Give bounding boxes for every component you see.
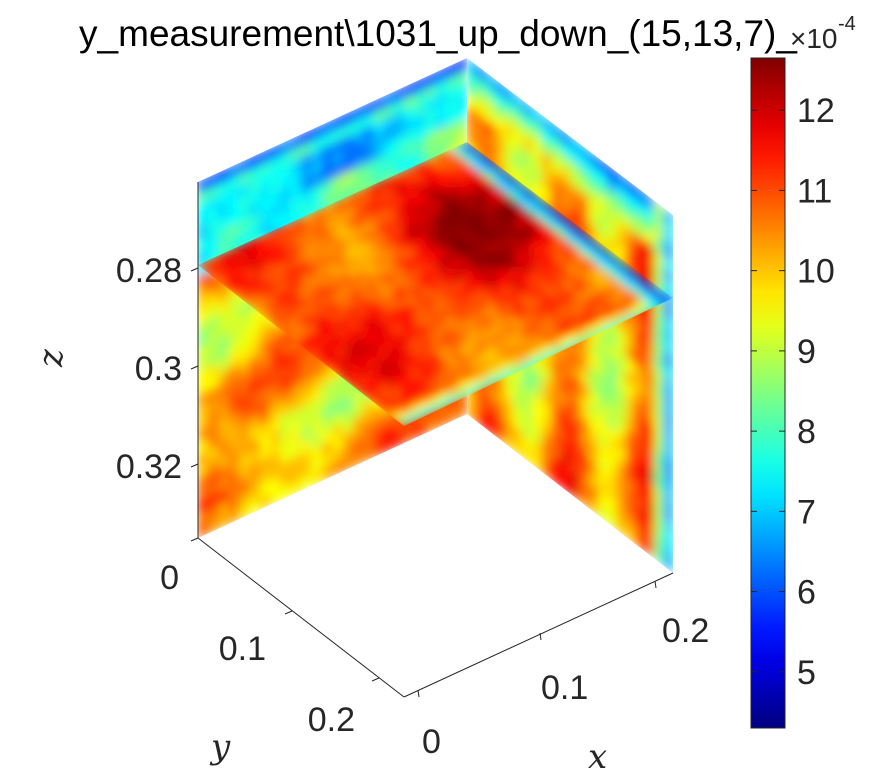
slice-cell — [663, 278, 673, 300]
slice-cell — [456, 92, 467, 111]
slice-cell — [663, 337, 673, 359]
y-tick-label: 0.1 — [219, 630, 266, 668]
z-tick-label: 0.32 — [116, 448, 182, 486]
z-axis-label: z — [31, 348, 71, 368]
slice-cell — [663, 552, 673, 573]
slice-cell — [663, 361, 673, 383]
slice-cell — [663, 456, 673, 478]
colorbar-tick-label: 9 — [797, 333, 816, 371]
slice-cell — [663, 242, 673, 264]
slice-cell — [663, 207, 673, 228]
slice-cell — [663, 314, 673, 335]
slice-cell — [663, 397, 673, 419]
slice-cell — [456, 104, 467, 123]
slice-cell — [663, 230, 673, 252]
colorbar-tick-label: 5 — [797, 654, 816, 692]
slice-cell — [663, 349, 673, 371]
z-tick-label: 0.28 — [116, 252, 182, 290]
colorbar: 5 6 7 8 9 10 11 12 ×10 -4 — [750, 13, 856, 729]
y-tick-label: 0 — [160, 559, 179, 597]
colorbar-multiplier: ×10 — [790, 23, 838, 54]
x-axis-line — [403, 572, 674, 698]
colorbar-tick-label: 10 — [797, 253, 835, 291]
slice-cell — [456, 81, 467, 100]
slice-cell — [663, 302, 673, 323]
slice-cell — [663, 445, 673, 466]
z-slice-face — [198, 142, 673, 426]
axis-tick-mark — [190, 365, 199, 370]
colorbar-exponent: -4 — [838, 13, 856, 35]
colorbar-tick-label: 12 — [797, 92, 835, 130]
slice-cell — [663, 421, 673, 442]
y-axis-label: y — [209, 727, 231, 767]
y-tick-label: 0.2 — [308, 701, 355, 739]
axis-tick-mark — [654, 580, 657, 589]
x-tick-label: 0 — [422, 723, 441, 761]
colorbar-tick-label: 11 — [797, 172, 832, 210]
slice-cell — [663, 433, 673, 454]
axis-tick-mark — [539, 632, 542, 641]
axis-tick-mark — [190, 537, 199, 542]
axis-tick-mark — [190, 267, 199, 272]
slice-cell — [663, 492, 673, 514]
z-tick-label: 0.3 — [135, 350, 182, 388]
slice-cell — [663, 385, 673, 407]
axis-tick-mark — [371, 677, 380, 682]
slice-cell — [663, 266, 673, 288]
slice-cell — [456, 128, 467, 147]
colorbar-tick-label: 7 — [797, 493, 816, 531]
slice-cell — [663, 504, 673, 526]
slice-cell — [663, 373, 673, 395]
slice-cell — [663, 468, 673, 490]
colorbar-strip — [750, 57, 786, 729]
tick-marks — [190, 267, 657, 698]
slice-cell — [663, 480, 673, 502]
slice-cell — [663, 326, 673, 347]
x-tick-label: 0.1 — [541, 669, 588, 707]
y-axis-line — [197, 537, 405, 698]
slice-cell — [456, 116, 467, 135]
x-axis-label: x — [588, 737, 607, 772]
colorbar-tick-label: 6 — [797, 574, 816, 612]
colorbar-tick-label: 8 — [797, 413, 816, 451]
slice-cell — [663, 254, 673, 276]
axis-tick-mark — [284, 610, 293, 615]
slice-cell — [663, 218, 673, 240]
slice-cell — [456, 69, 467, 88]
slice-cell — [456, 401, 467, 420]
x-tick-label: 0.2 — [662, 612, 709, 650]
slice-cell — [663, 516, 673, 538]
axis-tick-mark — [417, 689, 420, 698]
chart-title: y_measurement\1031_up_down_(15,13,7)_ — [79, 13, 797, 54]
slice-cell — [663, 528, 673, 550]
colorbar-ticks: 5 6 7 8 9 10 11 12 — [751, 92, 835, 692]
slice-cell — [663, 540, 673, 561]
slice-cell — [456, 58, 467, 76]
slice-cell — [663, 409, 673, 431]
axis-tick-mark — [190, 463, 199, 468]
